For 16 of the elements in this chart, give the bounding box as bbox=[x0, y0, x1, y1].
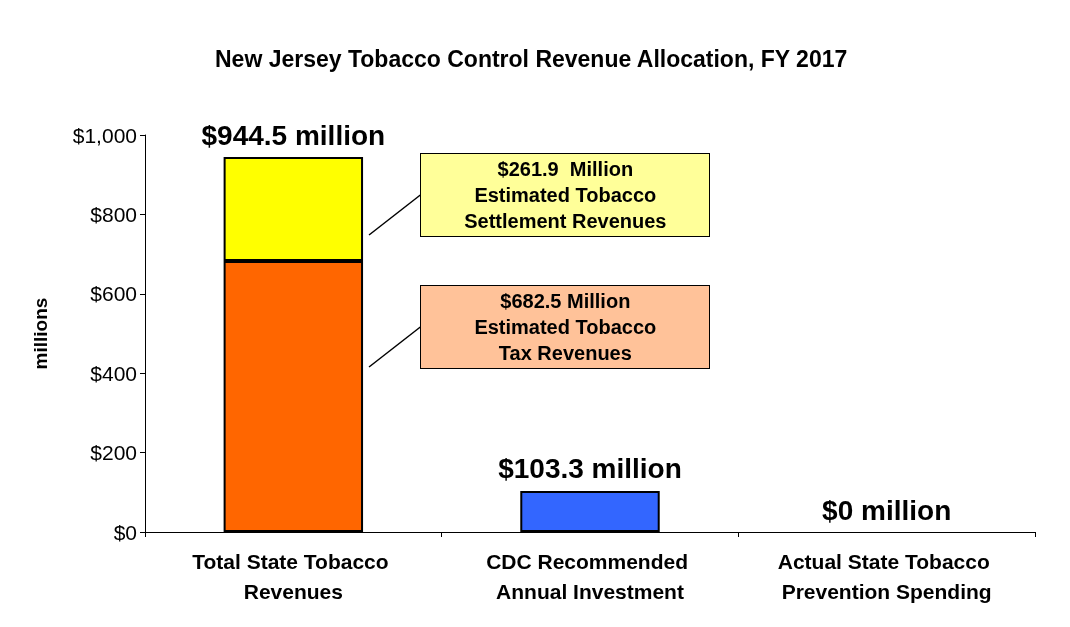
callout-box: $261.9 Million Estimated Tobacco Settlement Revenues bbox=[420, 153, 711, 237]
chart-title: New Jersey Tobacco Control Revenue Allocation, FY 2017 bbox=[215, 45, 848, 72]
y-tick-label: $800 bbox=[90, 202, 137, 226]
y-tick-label: $0 bbox=[113, 520, 137, 544]
y-tick-label: $200 bbox=[90, 441, 137, 465]
total-label: $944.5 million bbox=[201, 119, 386, 151]
x-tick-label: Actual State Tobacco Prevention Spending bbox=[777, 549, 996, 603]
y-tick-label: $1,000 bbox=[72, 123, 137, 147]
y-axis-title: millions bbox=[30, 297, 51, 370]
total-label: $103.3 million bbox=[498, 453, 682, 485]
y-tick-label: $400 bbox=[90, 361, 137, 385]
x-tick-label: Total State Tobacco Revenues bbox=[192, 549, 395, 603]
text: $0 million bbox=[822, 494, 952, 526]
y-tick-label: $600 bbox=[90, 282, 137, 306]
x-tick-label: CDC Recommended Annual Investment bbox=[486, 549, 694, 603]
callout-box: $682.5 Million Estimated Tobacco Tax Revenues bbox=[420, 285, 711, 369]
